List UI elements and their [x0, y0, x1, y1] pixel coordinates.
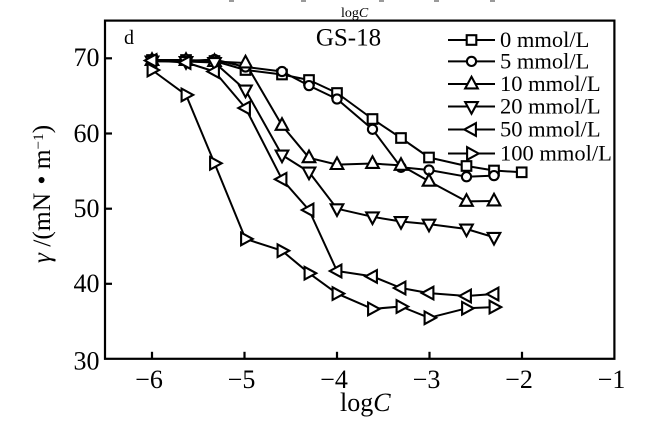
svg-text:−1: −1: [598, 365, 626, 394]
svg-text:70: 70: [74, 43, 100, 72]
svg-text:50: 50: [74, 194, 100, 223]
svg-text:30: 30: [74, 347, 100, 376]
svg-text:60: 60: [74, 119, 100, 148]
svg-text:20 mmol/L: 20 mmol/L: [500, 94, 601, 119]
svg-text:GS-18: GS-18: [316, 25, 381, 52]
svg-text:100 mmol/L: 100 mmol/L: [500, 141, 612, 166]
svg-text:5 mmol/L: 5 mmol/L: [500, 48, 589, 73]
svg-text:−6: −6: [135, 365, 163, 394]
svg-text:d: d: [124, 27, 134, 49]
svg-text:50 mmol/L: 50 mmol/L: [500, 117, 601, 142]
svg-text:logC: logC: [340, 388, 391, 417]
svg-text:−4: −4: [320, 365, 348, 394]
svg-text:−5: −5: [228, 365, 256, 394]
svg-text:0 mmol/L: 0 mmol/L: [500, 27, 589, 52]
svg-text:−3: −3: [413, 365, 441, 394]
svg-text:40: 40: [74, 269, 100, 298]
svg-text:γ /(mN • m−1): γ /(mN • m−1): [27, 125, 56, 263]
svg-text:logC: logC: [341, 6, 369, 21]
svg-text:−2: −2: [505, 365, 533, 394]
svg-text:10 mmol/L: 10 mmol/L: [500, 71, 601, 96]
